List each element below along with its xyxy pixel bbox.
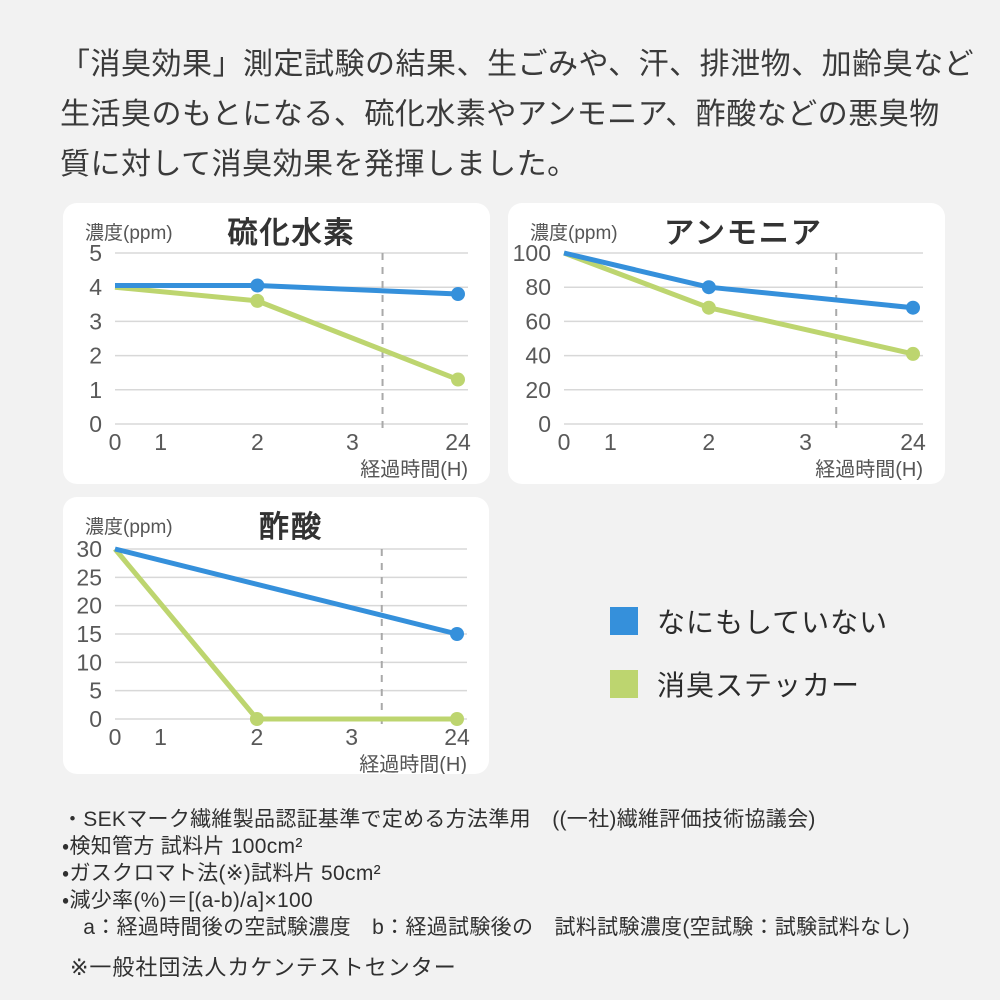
y-tick-label: 60: [525, 308, 551, 334]
y-tick-label: 4: [89, 274, 102, 300]
y-tick-label: 5: [89, 240, 102, 266]
y-axis-unit-label: 濃度(ppm): [85, 222, 173, 244]
x-tick-label: 1: [154, 724, 167, 750]
y-tick-label: 20: [76, 593, 102, 619]
x-tick-label: 0: [558, 429, 571, 455]
x-tick-label: 1: [604, 429, 617, 455]
chart-title: アンモニア: [664, 217, 823, 250]
series-line-untreated: [114, 546, 458, 637]
x-tick-label: 2: [251, 429, 264, 455]
y-tick-label: 20: [525, 377, 551, 403]
x-tick-label: 2: [702, 429, 715, 455]
x-tick-label: 3: [799, 429, 812, 455]
y-tick-label: 40: [525, 343, 551, 369]
data-point-marker: [701, 300, 716, 315]
y-tick-label: 0: [89, 411, 102, 437]
y-axis-unit-label: 濃度(ppm): [530, 222, 618, 244]
series-line-sticker: [114, 284, 459, 382]
chart-panel-ammonia: 0 20 40 60 80 100 0 1 2 3 24 濃度(ppm) アンモニア経過時間(H): [508, 203, 945, 484]
y-tick-label: 1: [89, 377, 102, 403]
data-point-marker: [450, 712, 464, 726]
data-point-marker: [906, 346, 920, 361]
x-axis-label: 経過時間(H): [360, 458, 468, 481]
chart-title: 硫化水素: [228, 217, 356, 250]
x-tick-label: 3: [345, 724, 358, 750]
y-tick-label: 80: [525, 274, 551, 300]
footnote-line-5: a：経過時間後の空試験濃度 b：経過試験後の 試料試験濃度(空試験：試験試料なし…: [62, 916, 910, 939]
x-axis-label: 経過時間(H): [359, 753, 467, 774]
footnote-line-3: ・ガスクロマト法(※)試料片 50cm²: [62, 862, 381, 885]
data-point-marker: [450, 627, 464, 641]
header-line-2: 生活臭のもとになる、硫化水素やアンモニア、酢酸などの悪臭物: [60, 98, 940, 131]
y-tick-label: 10: [76, 649, 102, 675]
y-tick-label: 0: [538, 411, 551, 437]
data-point-marker: [250, 293, 265, 308]
data-point-marker: [250, 278, 265, 293]
data-point-marker: [249, 712, 264, 726]
x-tick-label: 0: [109, 429, 122, 455]
y-tick-label: 3: [89, 308, 102, 334]
series-line-untreated: [563, 250, 914, 311]
footnote-line-4: ・減少率(%)＝[(a-b)/a]×100: [62, 889, 313, 912]
legend-item-untreated: なにもしていない: [610, 601, 888, 641]
header-line-3: 質に対して消臭効果を発揮しました。: [60, 148, 578, 181]
footnote-line-2: ・検知管方 試料片 100cm²: [62, 835, 303, 858]
legend-item-deodorizing-sticker: 消臭ステッカー: [610, 664, 888, 704]
legend-swatch-blue: [610, 607, 638, 635]
chart-panel-acetic-acid: 0 5 10 15 20 25 30 0 1 2 3 24 濃度(ppm) 酢酸経過時間(H): [63, 497, 489, 774]
legend-label-untreated: なにもしていない: [657, 607, 889, 638]
y-axis-unit-label: 濃度(ppm): [85, 516, 173, 538]
chart-panel-hydrogen-sulfide: 0 1 2 3 4 5 0 1 2 3 24 濃度(ppm) 硫化水素 経過時間(H): [63, 203, 490, 484]
source-note: ※一般社団法人カケンテストセンター: [70, 955, 457, 980]
chart-legend: なにもしていない 消臭ステッカー: [610, 601, 888, 727]
y-tick-label: 30: [76, 536, 102, 562]
footnotes: ・SEKマーク繊維製品認証基準で定める方法準用 ((一社)繊維評価技術協議会) …: [62, 806, 972, 941]
legend-label-deodorizing-sticker: 消臭ステッカー: [657, 670, 861, 701]
header-line-1: 「消臭効果」測定試験の結果、生ごみや、汗、排泄物、加齢臭など: [60, 48, 975, 81]
y-tick-label: 100: [513, 240, 551, 266]
x-tick-label: 2: [251, 724, 264, 750]
data-point-marker: [451, 287, 465, 302]
x-axis-label: 経過時間(H): [815, 458, 923, 481]
legend-swatch-green: [610, 670, 638, 698]
chart-title: 酢酸: [259, 511, 323, 544]
x-tick-label: 24: [900, 429, 926, 455]
x-tick-label: 3: [346, 429, 359, 455]
y-tick-label: 15: [76, 621, 102, 647]
x-tick-label: 24: [445, 429, 471, 455]
y-tick-label: 25: [76, 564, 102, 590]
x-tick-label: 1: [154, 429, 167, 455]
header-paragraph: 「消臭効果」測定試験の結果、生ごみや、汗、排泄物、加齢臭など 生活臭のもとになる…: [60, 40, 975, 190]
x-tick-label: 0: [109, 724, 122, 750]
y-tick-label: 2: [89, 343, 102, 369]
data-point-marker: [451, 372, 465, 387]
data-point-marker: [906, 300, 920, 315]
y-tick-label: 0: [89, 706, 102, 732]
x-tick-label: 24: [444, 724, 470, 750]
footnote-line-1: ・SEKマーク繊維製品認証基準で定める方法準用 ((一社)繊維評価技術協議会): [62, 808, 816, 831]
data-point-marker: [701, 280, 716, 295]
y-tick-label: 5: [89, 678, 102, 704]
